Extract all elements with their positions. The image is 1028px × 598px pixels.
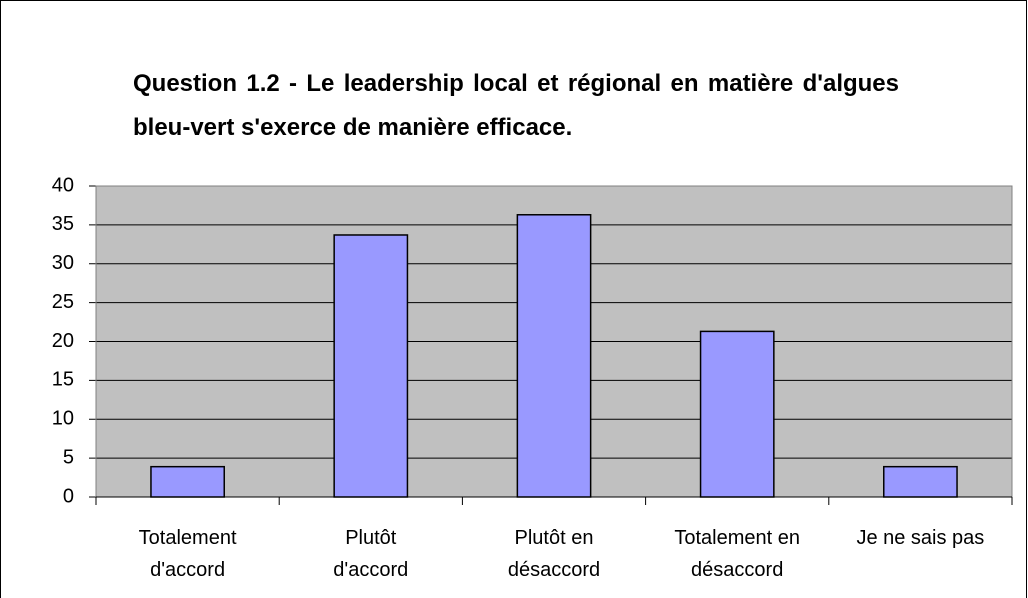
- y-tick-label: 15: [52, 369, 74, 391]
- x-tick-label: Totalement en désaccord: [674, 527, 800, 581]
- y-tick-label: 40: [52, 174, 74, 196]
- chart-title: Question 1.2 - Le leadership local et ré…: [133, 70, 899, 141]
- y-tick-label: 5: [63, 446, 74, 468]
- x-tick-label: Totalement d'accord: [138, 527, 237, 581]
- y-tick-label: 25: [52, 291, 74, 313]
- bar: [883, 465, 958, 498]
- y-tick-label: 20: [52, 330, 74, 352]
- x-tick-label: Je ne sais pas: [856, 527, 985, 549]
- y-tick-label: 10: [52, 408, 74, 430]
- bar: [333, 234, 409, 498]
- y-tick-label: 35: [52, 213, 74, 235]
- bar: [516, 214, 592, 498]
- y-tick-label: 0: [63, 485, 74, 507]
- x-tick-label: Plutôt d'accord: [333, 527, 409, 581]
- bar: [699, 330, 775, 498]
- y-tick-label: 30: [52, 252, 74, 274]
- bar: [150, 465, 225, 498]
- x-tick-label: Plutôt en désaccord: [507, 527, 601, 581]
